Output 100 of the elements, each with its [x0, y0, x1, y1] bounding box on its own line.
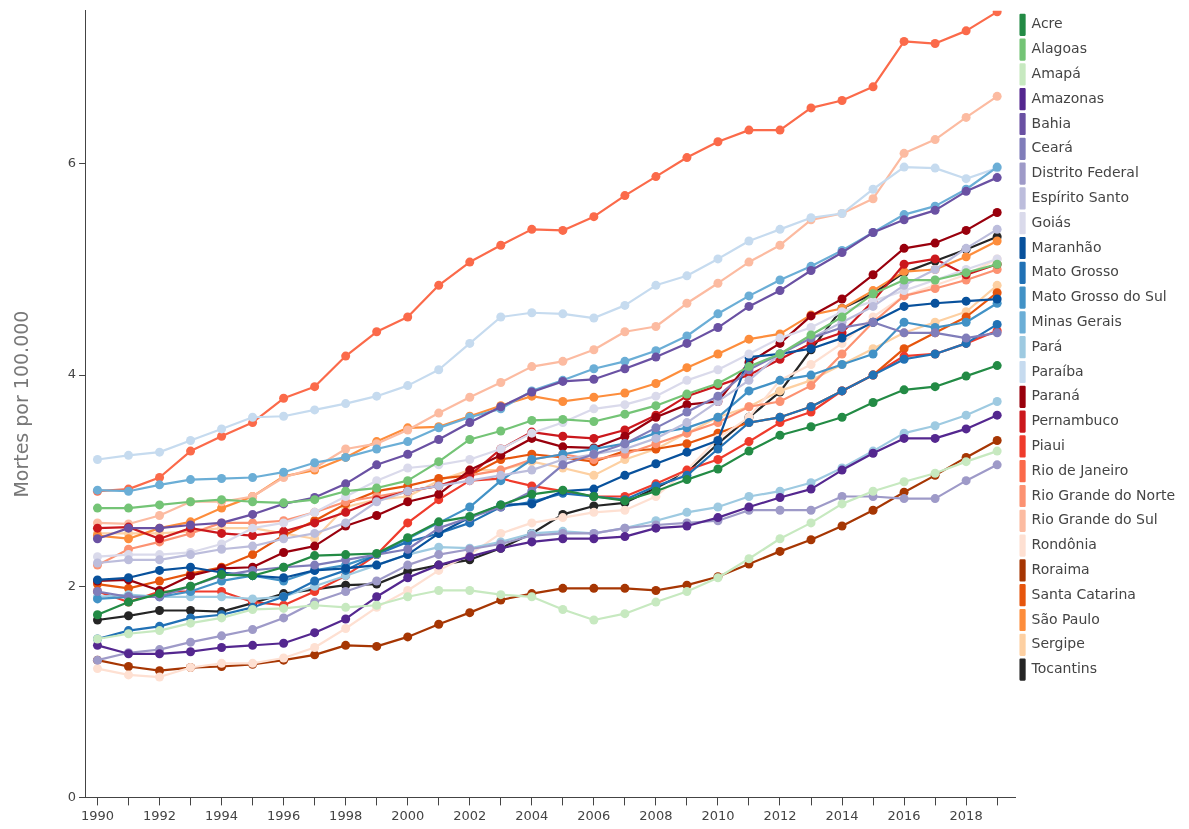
point [527, 362, 537, 372]
point [713, 137, 723, 147]
point [930, 238, 940, 248]
point [341, 623, 351, 633]
x-tick-label: 2002 [453, 807, 487, 823]
point [651, 391, 661, 401]
point [403, 312, 413, 322]
point [310, 576, 320, 586]
point [558, 513, 568, 523]
point [682, 439, 692, 449]
point [806, 505, 816, 515]
point [713, 365, 723, 375]
x-tick-label: 2006 [577, 807, 611, 823]
point [651, 352, 661, 362]
point [930, 421, 940, 431]
point [899, 494, 909, 504]
point [961, 317, 971, 327]
point [682, 407, 692, 417]
legend-label: Rio de Janeiro [1031, 461, 1129, 478]
point [558, 431, 568, 441]
point [341, 351, 351, 361]
point [992, 294, 1002, 304]
legend-label: Bahia [1031, 114, 1072, 131]
point [217, 631, 227, 641]
point [713, 349, 723, 359]
point [279, 467, 289, 477]
point [589, 374, 599, 384]
point [434, 619, 444, 629]
y-tick-label: 0 [67, 788, 77, 804]
point [217, 474, 227, 484]
point [682, 418, 692, 428]
point [775, 430, 785, 440]
point [930, 298, 940, 308]
point [992, 173, 1002, 183]
point [868, 505, 878, 515]
point [558, 225, 568, 235]
point [403, 573, 413, 583]
legend-label: Espírito Santo [1031, 189, 1130, 206]
point [992, 10, 1002, 17]
point [248, 497, 258, 507]
point [837, 294, 847, 304]
point [186, 475, 196, 485]
point [868, 301, 878, 311]
legend-label: Distrito Federal [1031, 164, 1139, 181]
point [558, 534, 568, 544]
point [217, 544, 227, 554]
point [899, 301, 909, 311]
point [248, 625, 258, 635]
point [310, 560, 320, 570]
x-tick-label: 1998 [329, 807, 363, 823]
point [961, 296, 971, 306]
point [899, 385, 909, 395]
point [899, 243, 909, 253]
point [961, 424, 971, 434]
point [899, 259, 909, 269]
point [186, 562, 196, 572]
point [744, 236, 754, 246]
point [155, 500, 165, 510]
legend-label: Mato Grosso do Sul [1031, 288, 1167, 305]
x-tick-label: 1992 [142, 807, 177, 823]
point [713, 254, 723, 264]
point [341, 507, 351, 517]
point [372, 391, 382, 401]
point [682, 400, 692, 410]
point [899, 148, 909, 158]
point [155, 626, 165, 636]
point [217, 528, 227, 538]
point [806, 484, 816, 494]
point [372, 444, 382, 454]
point [744, 257, 754, 267]
point [744, 446, 754, 456]
point [868, 270, 878, 280]
point [465, 257, 475, 267]
point [837, 323, 847, 333]
point [341, 399, 351, 409]
point [775, 240, 785, 250]
point [496, 426, 506, 436]
point [620, 191, 630, 201]
point [651, 280, 661, 290]
point [744, 386, 754, 396]
point [806, 103, 816, 113]
point [310, 551, 320, 561]
point [651, 423, 661, 433]
point [961, 225, 971, 235]
point [465, 608, 475, 618]
point [186, 436, 196, 446]
point [155, 565, 165, 575]
y-tick-label: 4 [67, 366, 77, 382]
point [806, 381, 816, 391]
point [558, 309, 568, 319]
point [992, 436, 1002, 446]
point [806, 518, 816, 528]
point [744, 437, 754, 447]
legend-label: Minas Gerais [1031, 313, 1122, 330]
point [651, 433, 661, 443]
point [992, 460, 1002, 470]
point [527, 465, 537, 475]
point [589, 470, 599, 480]
point [496, 312, 506, 322]
legend-label: Rio Grande do Norte [1031, 486, 1176, 503]
